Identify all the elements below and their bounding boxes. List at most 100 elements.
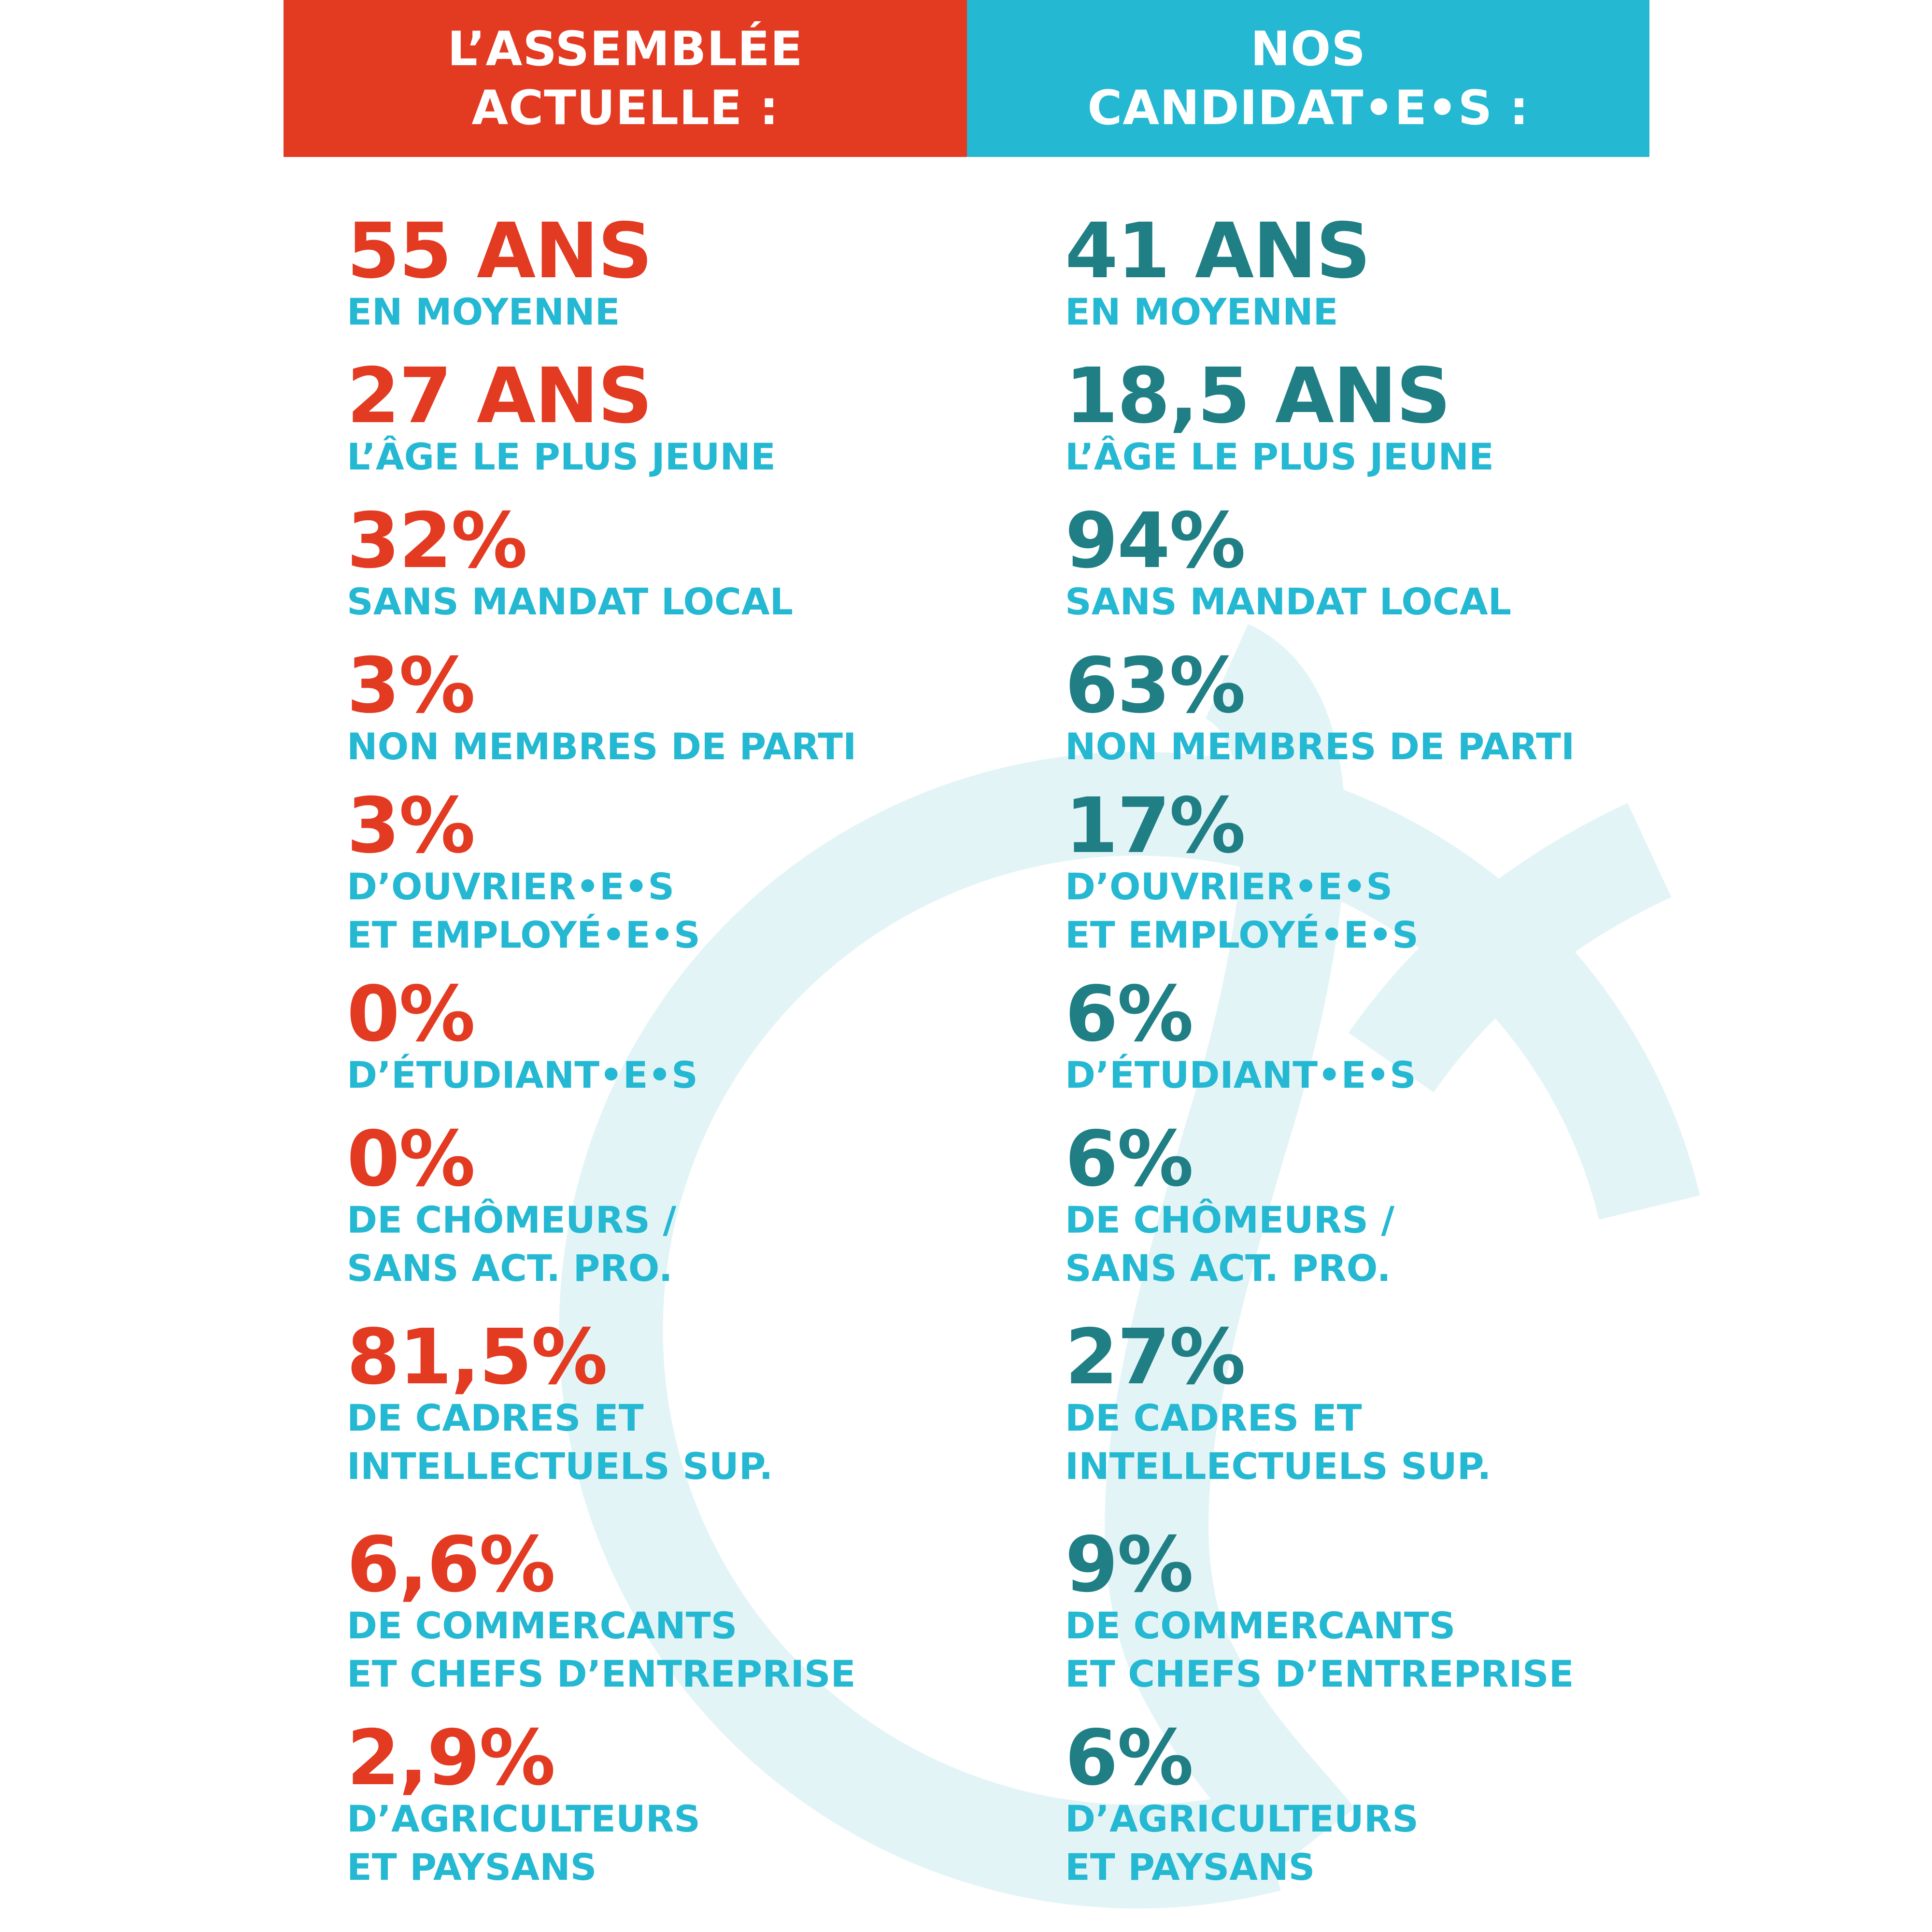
stat-label: NON MEMBRES DE PARTI (1065, 723, 1790, 771)
stat-label: DE CHÔMEURS / SANS ACT. PRO. (347, 1196, 1071, 1293)
stat-block: 0% D’ÉTUDIANT•E•S (347, 976, 1071, 1099)
stat-value: 9% (1065, 1520, 1193, 1609)
stat-block: 18,5 ANS L’ÂGE LE PLUS JEUNE (1065, 357, 1790, 481)
stat-label-line: DE CHÔMEURS / (347, 1198, 677, 1241)
stat-label-line: ET EMPLOYÉ•E•S (347, 913, 700, 956)
stat-label: SANS MANDAT LOCAL (347, 578, 1071, 626)
stat-value: 17% (1065, 781, 1246, 870)
header-line: CANDIDAT•E•S : (1087, 80, 1529, 136)
stat-label: D’OUVRIER•E•S ET EMPLOYÉ•E•S (347, 863, 1071, 959)
stat-label: D’AGRICULTEURS ET PAYSANS (347, 1795, 1071, 1891)
stat-value: 6% (1065, 970, 1193, 1059)
stat-label: SANS MANDAT LOCAL (1065, 578, 1790, 626)
stat-value: 94% (1065, 497, 1246, 585)
stat-label-line: ET CHEFS D’ENTREPRISE (1065, 1652, 1574, 1695)
stat-value: 6,6% (347, 1520, 555, 1609)
stat-value: 81,5% (347, 1313, 608, 1402)
stat-label: DE COMMERCANTS ET CHEFS D’ENTREPRISE (347, 1602, 1071, 1698)
stat-label-line: DE CHÔMEURS / (1065, 1198, 1395, 1241)
stat-label: DE CADRES ET INTELLECTUELS SUP. (347, 1394, 1071, 1491)
stat-label-line: NON MEMBRES DE PARTI (1065, 725, 1575, 768)
stat-block: 41 ANS EN MOYENNE (1065, 213, 1790, 336)
stat-label-line: D’ÉTUDIANT•E•S (1065, 1053, 1416, 1096)
stat-value: 6% (1065, 1714, 1193, 1803)
stat-label-line: SANS ACT. PRO. (1065, 1247, 1391, 1290)
stat-value: 55 ANS (347, 207, 653, 296)
stat-block: 9% DE COMMERCANTS ET CHEFS D’ENTREPRISE (1065, 1526, 1790, 1698)
stat-value: 0% (347, 970, 475, 1059)
stat-value: 41 ANS (1065, 207, 1371, 296)
stat-label: L’ÂGE LE PLUS JEUNE (347, 433, 1071, 481)
stat-label-line: NON MEMBRES DE PARTI (347, 725, 857, 768)
stat-block: 81,5% DE CADRES ET INTELLECTUELS SUP. (347, 1319, 1071, 1491)
stat-block: 94% SANS MANDAT LOCAL (1065, 502, 1790, 626)
stat-label-line: INTELLECTUELS SUP. (347, 1445, 773, 1488)
stat-value: 18,5 ANS (1065, 352, 1451, 440)
stat-block: 32% SANS MANDAT LOCAL (347, 502, 1071, 626)
header-line: L’ASSEMBLÉE (447, 21, 803, 77)
stat-label: EN MOYENNE (1065, 288, 1790, 336)
stat-block: 6% DE CHÔMEURS / SANS ACT. PRO. (1065, 1121, 1790, 1293)
header-line: NOS (1250, 21, 1366, 77)
stat-label: NON MEMBRES DE PARTI (347, 723, 1071, 771)
stat-label-line: EN MOYENNE (347, 290, 620, 333)
stat-label: D’ÉTUDIANT•E•S (347, 1051, 1071, 1099)
stat-label-line: DE CADRES ET (1065, 1396, 1362, 1439)
stat-label-line: ET CHEFS D’ENTREPRISE (347, 1652, 856, 1695)
stat-block: 3% D’OUVRIER•E•S ET EMPLOYÉ•E•S (347, 787, 1071, 959)
stat-block: 6% D’ÉTUDIANT•E•S (1065, 976, 1790, 1099)
stat-value: 2,9% (347, 1714, 555, 1803)
stat-label: DE CADRES ET INTELLECTUELS SUP. (1065, 1394, 1790, 1491)
stat-label: DE COMMERCANTS ET CHEFS D’ENTREPRISE (1065, 1602, 1790, 1698)
swirl-arc-right (1348, 803, 1672, 1093)
stat-block: 55 ANS EN MOYENNE (347, 213, 1071, 336)
stat-label-line: D’ÉTUDIANT•E•S (347, 1053, 698, 1096)
stat-label-line: ET EMPLOYÉ•E•S (1065, 913, 1419, 956)
stat-value: 27% (1065, 1313, 1246, 1402)
stat-block: 6,6% DE COMMERCANTS ET CHEFS D’ENTREPRISE (347, 1526, 1071, 1698)
stat-label-line: INTELLECTUELS SUP. (1065, 1445, 1492, 1488)
stat-label-line: DE COMMERCANTS (1065, 1604, 1456, 1647)
stat-label-line: EN MOYENNE (1065, 290, 1338, 333)
stat-value: 6% (1065, 1115, 1193, 1204)
stat-label: DE CHÔMEURS / SANS ACT. PRO. (1065, 1196, 1790, 1293)
stat-label-line: DE CADRES ET (347, 1396, 644, 1439)
stat-block: 3% NON MEMBRES DE PARTI (347, 647, 1071, 771)
stat-block: 6% D’AGRICULTEURS ET PAYSANS (1065, 1719, 1790, 1891)
stat-block: 27 ANS L’ÂGE LE PLUS JEUNE (347, 357, 1071, 481)
stat-value: 3% (347, 641, 475, 730)
stat-value: 63% (1065, 641, 1246, 730)
header-current-assembly: L’ASSEMBLÉE ACTUELLE : (284, 0, 967, 157)
stat-label-line: D’AGRICULTEURS (347, 1797, 701, 1840)
stat-label: D’AGRICULTEURS ET PAYSANS (1065, 1795, 1790, 1891)
swirl-ring (559, 752, 1700, 1909)
stat-label: L’ÂGE LE PLUS JEUNE (1065, 433, 1790, 481)
swirl-tail (1105, 624, 1355, 1873)
stat-label: D’ÉTUDIANT•E•S (1065, 1051, 1790, 1099)
stat-label-line: D’AGRICULTEURS (1065, 1797, 1419, 1840)
stat-label-line: ET PAYSANS (347, 1846, 597, 1889)
stat-label-line: SANS MANDAT LOCAL (347, 580, 794, 623)
stat-value: 3% (347, 781, 475, 870)
stat-label-line: D’OUVRIER•E•S (347, 865, 675, 908)
stat-block: 2,9% D’AGRICULTEURS ET PAYSANS (347, 1719, 1071, 1891)
header-line: ACTUELLE : (471, 80, 779, 136)
stat-label-line: SANS ACT. PRO. (347, 1247, 673, 1290)
stat-value: 27 ANS (347, 352, 653, 440)
stat-value: 32% (347, 497, 527, 585)
stat-label-line: D’OUVRIER•E•S (1065, 865, 1393, 908)
stat-block: 0% DE CHÔMEURS / SANS ACT. PRO. (347, 1121, 1071, 1293)
stat-value: 0% (347, 1115, 475, 1204)
stat-label-line: L’ÂGE LE PLUS JEUNE (347, 435, 776, 478)
stat-label: D’OUVRIER•E•S ET EMPLOYÉ•E•S (1065, 863, 1790, 959)
stat-block: 17% D’OUVRIER•E•S ET EMPLOYÉ•E•S (1065, 787, 1790, 959)
stat-block: 27% DE CADRES ET INTELLECTUELS SUP. (1065, 1319, 1790, 1491)
stat-label: EN MOYENNE (347, 288, 1071, 336)
header-our-candidates: NOS CANDIDAT•E•S : (967, 0, 1649, 157)
stat-block: 63% NON MEMBRES DE PARTI (1065, 647, 1790, 771)
stat-label-line: SANS MANDAT LOCAL (1065, 580, 1512, 623)
stat-label-line: L’ÂGE LE PLUS JEUNE (1065, 435, 1494, 478)
stat-label-line: ET PAYSANS (1065, 1846, 1315, 1889)
stat-label-line: DE COMMERCANTS (347, 1604, 738, 1647)
